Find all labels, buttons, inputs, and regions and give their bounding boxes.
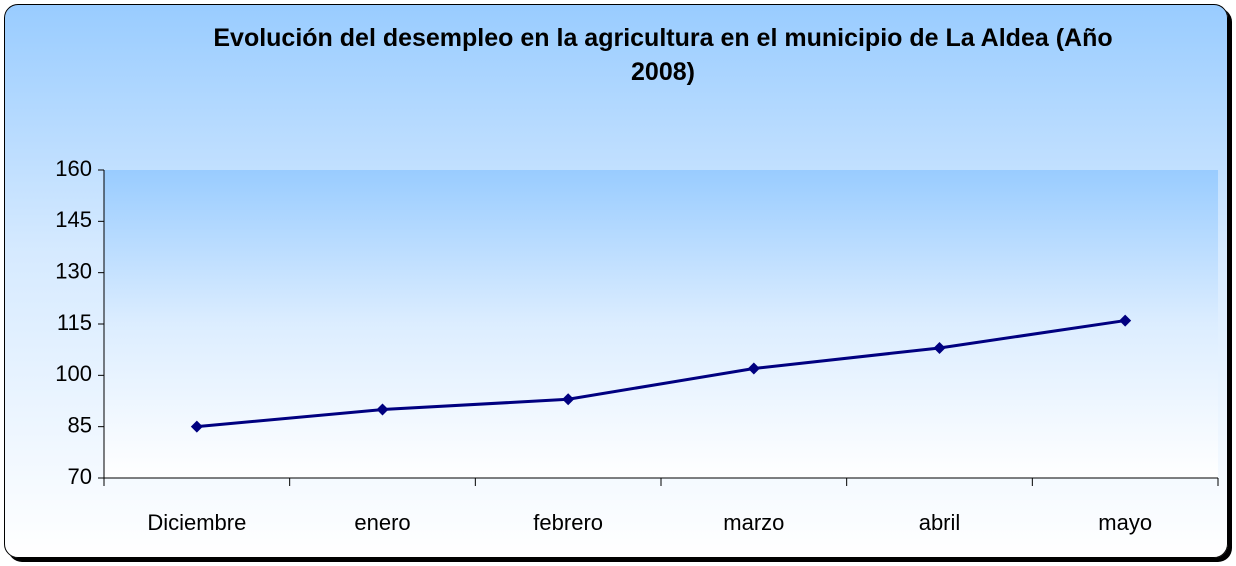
x-tick-label: mayo xyxy=(1098,510,1152,535)
plot-area xyxy=(104,170,1218,478)
x-tick-label: marzo xyxy=(723,510,784,535)
x-tick-label: enero xyxy=(354,510,410,535)
y-tick-label: 85 xyxy=(68,412,92,437)
y-tick-label: 70 xyxy=(68,464,92,489)
line xyxy=(196,319,1126,429)
marker xyxy=(190,420,203,433)
y-tick-label: 100 xyxy=(55,361,92,386)
x-tick-label: Diciembre xyxy=(147,510,246,535)
marker xyxy=(1119,314,1132,327)
marker xyxy=(747,362,760,375)
chart-title: Evolución del desempleo en la agricultur… xyxy=(213,24,1113,86)
marker xyxy=(562,393,575,406)
y-tick-label: 160 xyxy=(55,156,92,181)
marker xyxy=(933,341,946,354)
x-tick-label: febrero xyxy=(533,510,603,535)
y-tick-label: 115 xyxy=(57,310,92,335)
x-tick-label: abril xyxy=(919,510,961,535)
y-tick-label: 130 xyxy=(55,258,92,283)
y-tick-label: 145 xyxy=(55,207,92,232)
marker xyxy=(376,403,389,416)
